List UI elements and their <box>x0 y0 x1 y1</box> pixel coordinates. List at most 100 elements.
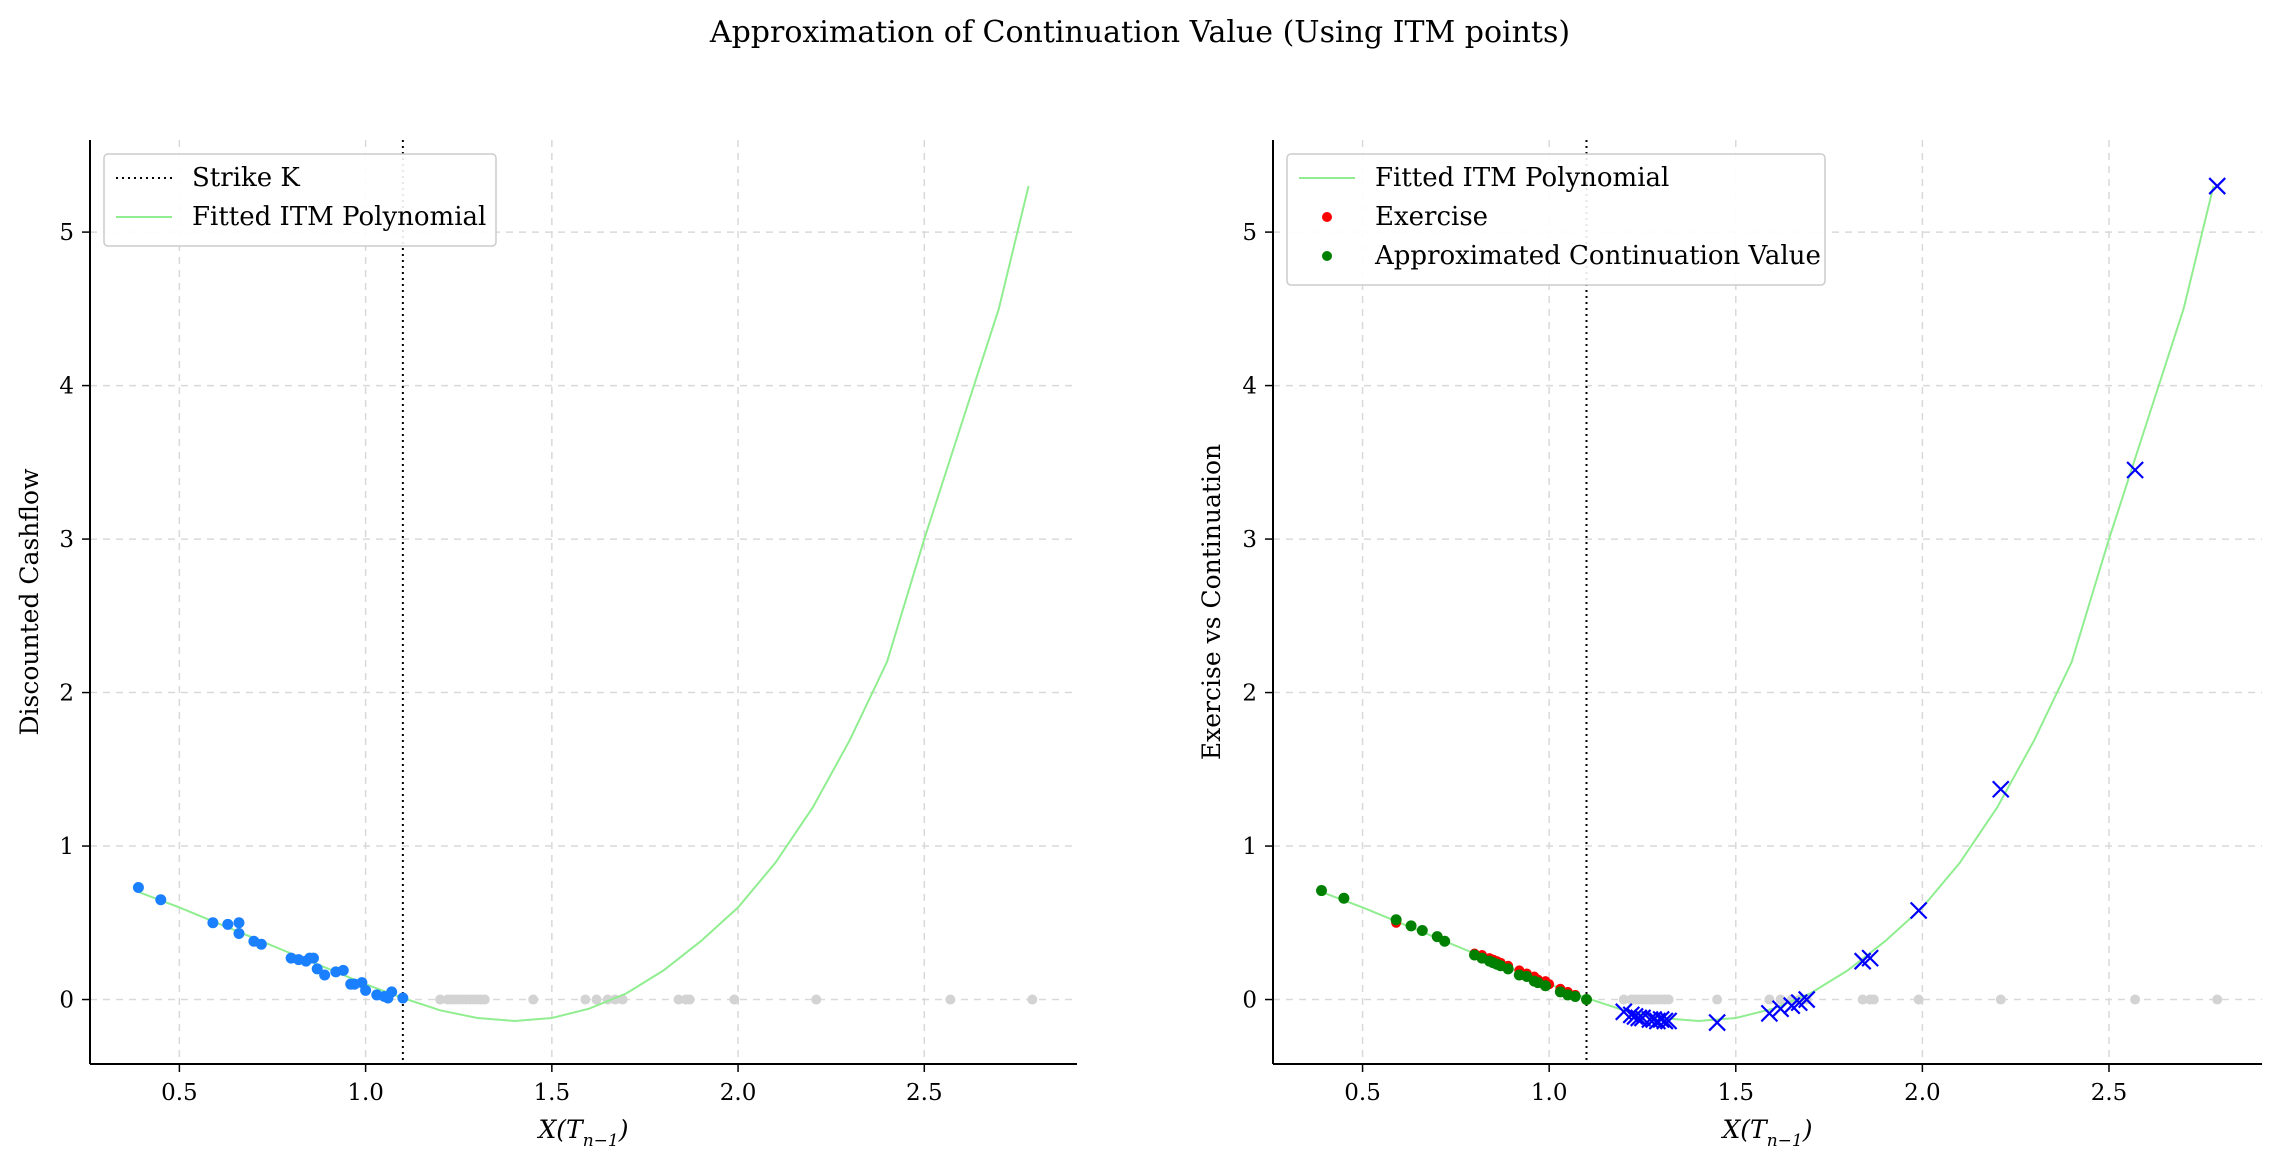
left-itm-point <box>307 952 319 964</box>
right-otm-point <box>1712 994 1723 1005</box>
right-legend-label: Approximated Continuation Value <box>1374 241 1821 271</box>
right-legend: Fitted ITM Polynomial Exercise Approximate… <box>1286 153 1826 286</box>
right-legend-exercise-swatch <box>1322 212 1332 222</box>
right-otm-point <box>1663 994 1674 1005</box>
right-otm-point <box>1868 994 1879 1005</box>
right-legend-continuation-swatch <box>1322 251 1332 261</box>
left-itm-point <box>386 986 398 998</box>
left-itm-point <box>319 969 331 981</box>
right-x-tick-label: 2.0 <box>1904 1080 1941 1106</box>
right-otm-point <box>2130 994 2141 1005</box>
left-y-tick-label: 1 <box>59 834 74 860</box>
right-y-tick-label: 4 <box>1242 374 1257 400</box>
left-x-tick-label: 2.0 <box>720 1080 757 1106</box>
left-otm-point <box>591 994 602 1005</box>
right-cross-marker <box>1771 999 1790 1018</box>
right-cross-marker <box>1626 1007 1644 1026</box>
right-legend-box <box>1286 153 1826 286</box>
right-y-tick-label: 1 <box>1242 834 1257 860</box>
right-chart-panel: 0.5 1.0 1.5 2.0 2.5 0 1 2 3 4 5 X(Tn−1) Exercise vs … <box>1197 140 2262 1151</box>
right-cross-marker <box>1861 949 1879 967</box>
right-continuation-point <box>1390 914 1402 926</box>
left-legend-box <box>103 153 497 247</box>
left-legend: Strike K Fitted ITM Polynomial <box>103 153 497 247</box>
left-x-tick-label: 1.0 <box>347 1080 384 1106</box>
left-legend-label: Fitted ITM Polynomial <box>192 202 486 232</box>
left-legend-label: Strike K <box>192 163 300 193</box>
right-otm-point <box>1775 994 1786 1005</box>
right-x-tick-label: 0.5 <box>1344 1080 1381 1106</box>
right-continuation-point <box>1316 885 1328 897</box>
right-otm-point <box>2212 994 2223 1005</box>
right-cross-marker <box>2126 461 2144 479</box>
right-continuation-point <box>1416 924 1428 936</box>
left-otm-point <box>811 994 822 1005</box>
right-continuation-point <box>1405 920 1417 932</box>
right-otm-point <box>1618 994 1629 1005</box>
right-x-axis-label: X(Tn−1) <box>1720 1115 1812 1151</box>
left-y-tick-label: 3 <box>59 527 74 553</box>
right-otm-point <box>1995 994 2006 1005</box>
right-continuation-point <box>1502 963 1514 975</box>
left-otm-point <box>580 994 591 1005</box>
right-continuation-point <box>1580 994 1592 1006</box>
right-y-tick-label: 5 <box>1242 220 1257 246</box>
right-cross-marker <box>1659 1012 1678 1030</box>
right-continuation-point <box>1569 990 1581 1002</box>
left-itm-point <box>397 992 409 1004</box>
left-itm-point <box>360 984 372 996</box>
left-chart-panel: 0.5 1.0 1.5 2.0 2.5 0 1 2 3 4 5 X(Tn−1) Discounted C… <box>15 140 1077 1151</box>
right-legend-label: Fitted ITM Polynomial <box>1375 163 1669 193</box>
right-continuation-point <box>1539 980 1551 992</box>
left-x-tick-label: 2.5 <box>906 1080 943 1106</box>
left-otm-point <box>479 994 490 1005</box>
left-itm-point <box>132 881 144 893</box>
left-itm-point <box>155 894 167 906</box>
right-cross-marker <box>1991 780 2010 799</box>
right-cross-marker <box>1656 1012 1674 1030</box>
right-otm-point <box>1913 994 1924 1005</box>
right-y-tick-label: 3 <box>1242 527 1257 553</box>
left-otm-point <box>729 994 740 1005</box>
left-x-axis-label: X(Tn−1) <box>536 1115 628 1151</box>
right-legend-label: Exercise <box>1375 202 1488 232</box>
right-continuation-point <box>1338 892 1350 904</box>
right-x-tick-label: 1.0 <box>1531 1080 1568 1106</box>
left-itm-point <box>222 918 234 930</box>
left-y-axis-label: Discounted Cashflow <box>15 468 44 736</box>
left-itm-point <box>337 964 349 976</box>
left-otm-point <box>684 994 695 1005</box>
left-itm-point <box>233 917 245 929</box>
left-otm-point <box>673 994 684 1005</box>
right-cross-marker <box>1652 1010 1670 1029</box>
left-itm-point <box>207 917 219 929</box>
left-y-tick-label: 4 <box>59 374 74 400</box>
right-y-axis-label: Exercise vs Continuation <box>1197 444 1226 760</box>
left-otm-point <box>617 994 628 1005</box>
left-itm-point <box>311 963 323 975</box>
left-otm-point <box>435 994 446 1005</box>
left-itm-point <box>255 938 267 950</box>
figure-title: Approximation of Continuation Value (Usi… <box>709 15 1570 50</box>
right-continuation-point <box>1439 935 1451 947</box>
right-x-tick-label: 2.5 <box>2091 1080 2128 1106</box>
right-cross-marker <box>1708 1013 1726 1032</box>
left-otm-point <box>1027 994 1038 1005</box>
left-otm-point <box>528 994 539 1005</box>
left-y-tick-label: 2 <box>59 681 74 707</box>
right-y-tick-label: 0 <box>1242 988 1257 1014</box>
left-x-tick-label: 1.5 <box>534 1080 571 1106</box>
left-otm-point <box>945 994 956 1005</box>
right-otm-point <box>1764 994 1775 1005</box>
right-x-tick-label: 1.5 <box>1717 1080 1754 1106</box>
left-y-tick-label: 5 <box>59 220 74 246</box>
left-x-tick-label: 0.5 <box>161 1080 198 1106</box>
right-cross-marker <box>1909 901 1928 920</box>
left-y-tick-label: 0 <box>59 988 74 1014</box>
right-y-tick-label: 2 <box>1242 681 1257 707</box>
right-cross-marker <box>2208 177 2226 195</box>
right-cross-marker <box>1797 990 1816 1009</box>
left-itm-point <box>233 928 245 940</box>
right-cross-marker <box>1760 1004 1779 1023</box>
